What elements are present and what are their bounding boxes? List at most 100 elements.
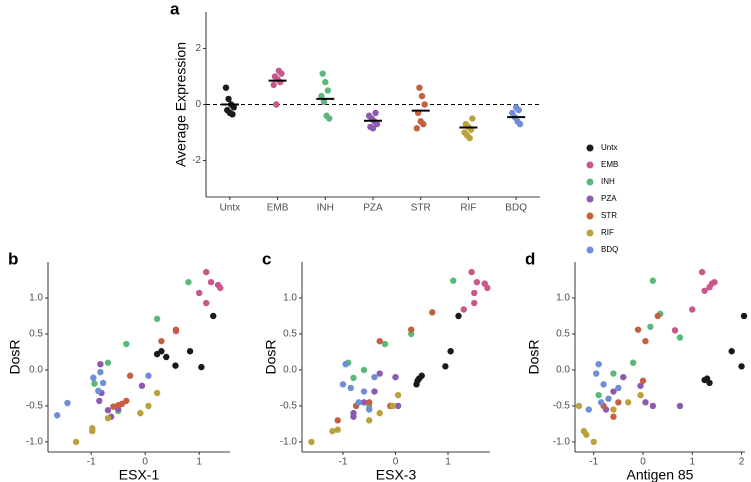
x-tick-label: 1 <box>445 457 451 468</box>
point <box>389 402 397 410</box>
point <box>273 101 280 108</box>
legend-label: BDQ <box>601 245 618 254</box>
x-axis-label: Antigen 85 <box>627 467 694 482</box>
point <box>575 402 583 410</box>
point <box>585 406 592 413</box>
point <box>706 379 713 387</box>
point <box>319 70 326 77</box>
y-tick-label: 0.5 <box>29 329 43 340</box>
point <box>104 359 112 366</box>
legend-marker <box>586 212 594 220</box>
point <box>203 299 210 307</box>
point <box>592 370 600 377</box>
point <box>90 374 97 382</box>
x-tick-label: RIF <box>460 203 476 214</box>
point <box>203 268 210 276</box>
legend-label: EMB <box>601 160 618 169</box>
point <box>138 382 146 389</box>
point <box>186 348 194 355</box>
x-tick-label: EMB <box>267 203 289 214</box>
point <box>418 92 426 100</box>
point <box>334 417 341 424</box>
point <box>91 380 98 387</box>
point <box>185 278 192 286</box>
point <box>369 125 377 132</box>
point <box>590 438 597 446</box>
legend-label: STR <box>601 211 617 220</box>
panel-label: c <box>262 249 271 268</box>
point <box>394 402 402 410</box>
point <box>230 104 237 111</box>
point <box>360 399 368 406</box>
y-tick-label: 1.0 <box>283 293 297 304</box>
point <box>468 268 475 276</box>
point <box>334 426 341 433</box>
point <box>654 312 661 320</box>
point <box>701 287 708 294</box>
legend-marker <box>586 195 594 203</box>
point <box>196 289 203 297</box>
point <box>738 363 745 370</box>
legend-marker <box>586 144 594 152</box>
point <box>198 363 205 371</box>
point <box>355 399 362 406</box>
y-tick-label: 0.0 <box>283 365 297 376</box>
point <box>728 348 735 355</box>
panel-label: b <box>8 249 18 268</box>
y-tick-label: -1.0 <box>280 437 298 448</box>
point <box>229 111 236 118</box>
point <box>381 340 389 348</box>
y-tick-label: 1.0 <box>29 293 43 304</box>
point <box>649 402 657 410</box>
point <box>372 109 379 117</box>
point <box>442 363 449 370</box>
point <box>676 402 684 410</box>
point <box>610 388 617 395</box>
point <box>360 366 368 374</box>
point <box>639 377 647 384</box>
point <box>597 399 605 406</box>
point <box>484 284 491 292</box>
y-tick-label: -0.5 <box>553 401 571 412</box>
point <box>210 312 217 320</box>
point <box>455 312 462 320</box>
point <box>711 278 718 286</box>
point <box>642 337 649 345</box>
point <box>163 353 170 361</box>
point <box>376 370 383 377</box>
x-tick-label: 0 <box>640 457 646 468</box>
point <box>450 277 457 284</box>
point <box>610 370 617 377</box>
point <box>308 438 315 446</box>
point <box>515 106 522 114</box>
y-tick-label: -0.5 <box>26 401 44 412</box>
point <box>647 323 654 330</box>
panel-label: a <box>170 0 180 18</box>
y-axis-label: DosR <box>263 339 279 374</box>
point <box>583 431 590 438</box>
point <box>620 373 627 381</box>
point <box>416 84 423 91</box>
point <box>110 403 117 410</box>
point <box>418 372 425 379</box>
point <box>137 409 144 417</box>
point <box>371 388 378 395</box>
y-tick-label: 0 <box>195 99 201 110</box>
point <box>366 406 373 413</box>
point <box>366 399 373 406</box>
point <box>625 399 632 406</box>
point <box>318 92 325 100</box>
point <box>466 134 473 142</box>
y-tick-label: 0.0 <box>29 365 43 376</box>
x-tick-label: 0 <box>393 457 399 468</box>
point <box>153 315 161 323</box>
point <box>207 278 215 286</box>
x-tick-label: BDQ <box>505 203 527 214</box>
point <box>637 391 644 399</box>
point <box>95 387 102 395</box>
x-tick-label: STR <box>411 203 431 214</box>
point <box>701 376 708 384</box>
point <box>595 391 602 399</box>
point <box>460 306 467 313</box>
point <box>637 382 644 389</box>
